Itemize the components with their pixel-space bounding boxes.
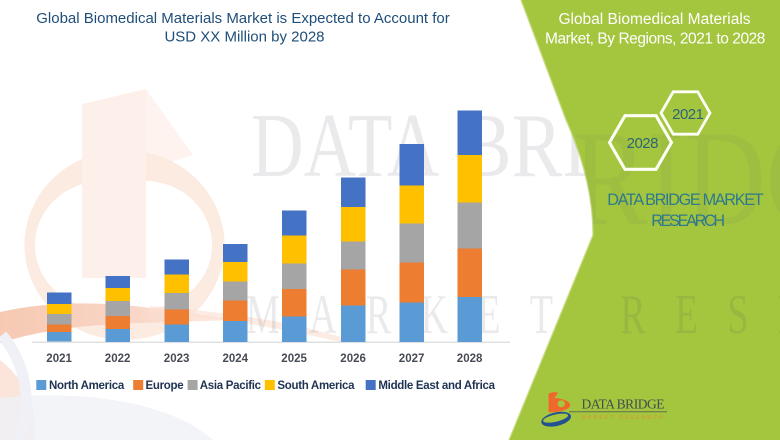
svg-text:2022: 2022 [105, 353, 131, 365]
svg-text:Global Biomedical Materials Ma: Global Biomedical Materials Market is Ex… [36, 10, 450, 27]
svg-text:2023: 2023 [164, 353, 190, 365]
svg-text:2021: 2021 [672, 106, 704, 123]
svg-text:RESEARCH: RESEARCH [651, 212, 724, 230]
svg-text:2024: 2024 [223, 353, 249, 365]
svg-text:MARKET RESEARCH: MARKET RESEARCH [246, 284, 780, 346]
svg-text:2026: 2026 [340, 353, 366, 365]
svg-text:2025: 2025 [281, 353, 307, 365]
svg-text:DATA BRIDGE: DATA BRIDGE [582, 397, 665, 412]
svg-text:Middle East and Africa: Middle East and Africa [378, 380, 495, 392]
svg-text:Europe: Europe [146, 380, 184, 392]
svg-text:2028: 2028 [627, 135, 659, 152]
svg-text:DATA BRIDGE MARKET: DATA BRIDGE MARKET [607, 191, 763, 209]
svg-text:2021: 2021 [46, 353, 72, 365]
svg-text:MARKET RESEARCH: MARKET RESEARCH [582, 415, 666, 421]
svg-text:North America: North America [49, 380, 125, 392]
svg-text:Asia Pacific: Asia Pacific [200, 380, 262, 392]
svg-text:Global Biomedical Materials: Global Biomedical Materials [558, 11, 750, 28]
svg-text:USD XX Million by 2028: USD XX Million by 2028 [164, 29, 324, 46]
svg-text:South America: South America [277, 380, 355, 392]
svg-text:2028: 2028 [457, 353, 483, 365]
svg-text:Market, By Regions, 2021 to 20: Market, By Regions, 2021 to 2028 [545, 31, 765, 48]
svg-text:2027: 2027 [399, 353, 425, 365]
